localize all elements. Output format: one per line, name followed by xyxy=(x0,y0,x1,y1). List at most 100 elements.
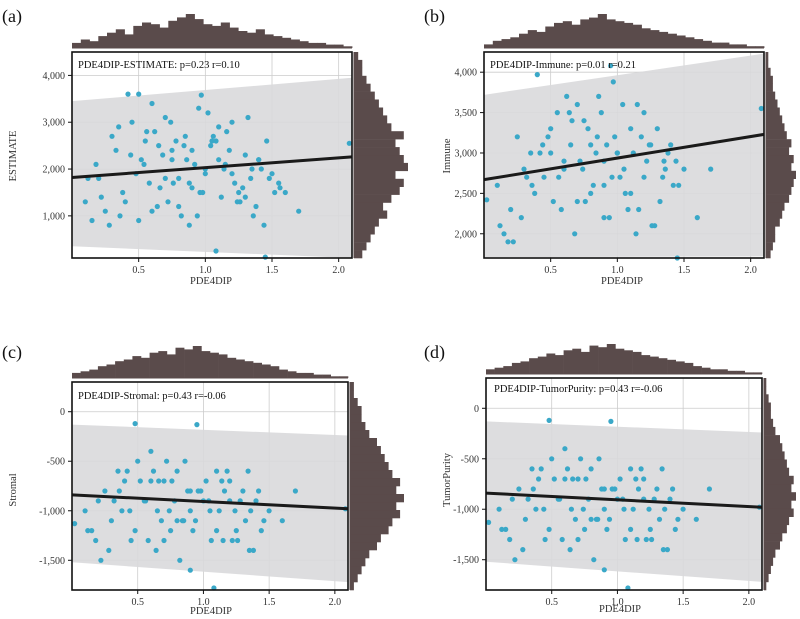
data-point xyxy=(111,498,117,504)
x-histogram-bar xyxy=(229,27,239,48)
data-point xyxy=(507,536,513,543)
y-histogram-bar xyxy=(766,202,785,211)
y-histogram-bar xyxy=(766,170,796,179)
data-point xyxy=(540,142,546,148)
data-point xyxy=(229,119,235,125)
panel-a-plot-area: 0.5 1.0 1.5 2.0 1,000 2,000 3,000 4,000 xyxy=(43,51,353,276)
data-point xyxy=(548,150,554,156)
data-point xyxy=(292,488,298,494)
data-point xyxy=(634,101,640,108)
data-point xyxy=(654,126,660,132)
data-point xyxy=(205,110,211,116)
y-histogram-bar xyxy=(354,186,400,195)
y-histogram-bar xyxy=(766,210,783,219)
data-point xyxy=(232,180,238,186)
panel-d-label: (d) xyxy=(424,342,445,363)
y-tick-label: -1,500 xyxy=(39,556,65,567)
x-histogram-bar xyxy=(702,40,712,48)
x-histogram-bar xyxy=(124,34,134,48)
x-histogram-bar xyxy=(343,46,353,48)
y-histogram-bar xyxy=(354,59,363,69)
data-point xyxy=(620,101,626,108)
data-point xyxy=(221,488,228,494)
data-point xyxy=(192,518,199,524)
y-histogram-bar xyxy=(766,139,792,148)
data-point xyxy=(534,72,540,78)
data-point xyxy=(572,516,579,522)
y-histogram-bar xyxy=(764,581,767,591)
data-point xyxy=(622,536,628,543)
y-histogram-bar xyxy=(354,162,408,172)
data-point xyxy=(136,91,142,97)
data-point xyxy=(253,203,259,210)
data-point xyxy=(497,223,503,229)
data-point xyxy=(106,222,112,228)
data-point xyxy=(202,171,208,177)
data-point xyxy=(706,486,713,492)
data-point xyxy=(124,468,130,474)
x-histogram-bar xyxy=(290,39,300,48)
data-point xyxy=(564,466,571,472)
y-histogram-bar xyxy=(350,526,389,535)
data-point xyxy=(582,526,588,533)
y-histogram-bar xyxy=(350,574,358,583)
data-point xyxy=(85,528,91,534)
data-point xyxy=(82,199,88,205)
y-histogram-bar xyxy=(354,250,363,259)
data-point xyxy=(148,448,154,454)
data-point xyxy=(633,476,639,482)
plot-frame xyxy=(485,377,763,591)
x-histogram-bar xyxy=(192,346,202,378)
data-point xyxy=(248,175,254,181)
data-point xyxy=(536,476,542,482)
y-tick-label: 2,000 xyxy=(43,165,66,176)
data-point xyxy=(604,526,610,533)
data-point xyxy=(593,150,599,156)
x-histogram-bar xyxy=(227,357,237,378)
plot-frame xyxy=(483,51,765,259)
data-point xyxy=(664,547,671,553)
x-histogram-bar xyxy=(555,355,564,374)
x-histogram-bar xyxy=(701,367,711,374)
data-point xyxy=(189,147,195,153)
x-histogram-bar xyxy=(685,37,695,48)
x-histogram-bar xyxy=(322,374,331,378)
panel-d-x-histogram xyxy=(486,344,763,375)
data-point xyxy=(614,150,620,156)
x-histogram-bar xyxy=(606,344,616,374)
x-tick-label: 0.5 xyxy=(131,597,144,608)
x-histogram-bar xyxy=(580,351,590,374)
data-point xyxy=(141,161,147,167)
data-point xyxy=(208,537,214,544)
x-tick-label: 1.0 xyxy=(199,265,212,276)
data-point xyxy=(176,203,182,210)
data-point xyxy=(242,518,249,524)
data-point xyxy=(641,174,647,180)
y-histogram-bar xyxy=(350,542,377,551)
data-point xyxy=(248,508,254,514)
data-point xyxy=(538,466,544,472)
regression-line xyxy=(71,493,349,511)
y-histogram-bar xyxy=(766,234,776,243)
y-histogram-bar xyxy=(764,492,796,501)
data-point xyxy=(649,223,655,229)
data-point xyxy=(154,508,160,514)
data-point xyxy=(568,506,575,512)
x-histogram-bar xyxy=(218,354,228,378)
y-histogram-bar xyxy=(764,443,783,452)
x-histogram-bar xyxy=(492,40,502,48)
data-point xyxy=(676,182,682,188)
x-tick-label: 2.0 xyxy=(744,265,757,276)
data-point xyxy=(245,468,251,474)
data-point xyxy=(659,466,665,472)
x-histogram-bar xyxy=(72,372,81,378)
data-point xyxy=(583,476,589,482)
x-histogram-bar xyxy=(658,358,668,374)
data-point xyxy=(95,498,101,504)
y-histogram-bar xyxy=(764,508,794,517)
data-point xyxy=(220,537,226,544)
x-histogram-bar xyxy=(527,30,537,48)
data-point xyxy=(194,422,200,428)
y-histogram-bar xyxy=(764,557,774,566)
